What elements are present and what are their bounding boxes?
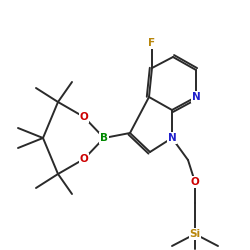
Text: N: N [192, 92, 200, 102]
Text: O: O [80, 112, 88, 122]
Text: N: N [168, 133, 176, 143]
Text: O: O [191, 177, 200, 187]
Text: B: B [100, 133, 108, 143]
Text: Si: Si [190, 229, 200, 239]
Text: F: F [148, 38, 156, 48]
Text: O: O [80, 154, 88, 164]
